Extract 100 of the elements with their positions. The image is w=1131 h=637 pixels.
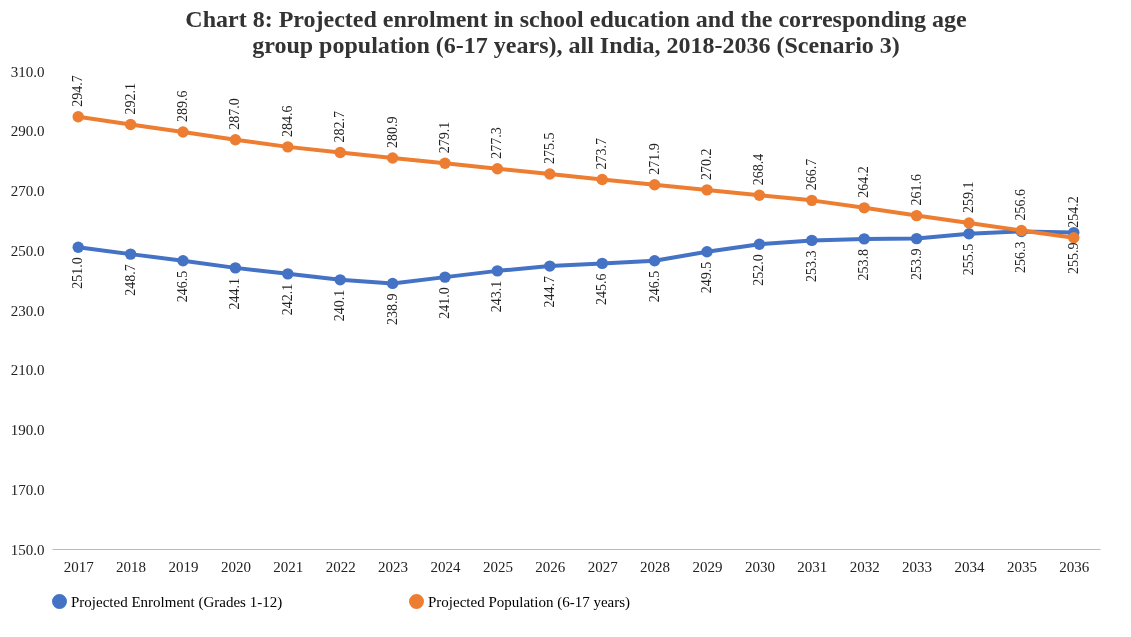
data-label: 294.7 xyxy=(70,75,86,107)
data-label: 256.6 xyxy=(1013,189,1029,221)
data-label: 284.6 xyxy=(279,105,295,137)
x-tick-label: 2028 xyxy=(640,558,671,575)
data-label: 264.2 xyxy=(856,166,872,198)
point xyxy=(858,202,870,214)
data-label: 292.1 xyxy=(122,82,138,115)
x-tick-label: 2026 xyxy=(535,558,566,575)
point xyxy=(124,118,137,131)
point xyxy=(386,152,399,164)
point xyxy=(334,146,346,159)
data-label: 261.6 xyxy=(908,174,924,206)
x-tick-label: 2031 xyxy=(797,558,828,575)
point xyxy=(282,141,294,153)
point xyxy=(806,234,818,247)
data-label: 279.1 xyxy=(437,121,452,154)
data-label: 241.0 xyxy=(437,287,452,319)
x-tick-label: 2030 xyxy=(744,558,775,575)
legend-label: Projected Population (6-17 years) xyxy=(428,593,631,611)
x-tick-label: 2023 xyxy=(378,558,409,575)
data-label: 255.9 xyxy=(1065,242,1081,275)
data-label: 277.3 xyxy=(489,127,505,159)
x-tick-label: 2034 xyxy=(954,558,985,575)
data-label: 246.5 xyxy=(175,270,190,303)
point xyxy=(701,246,713,258)
point xyxy=(701,184,713,196)
data-label: 253.8 xyxy=(856,248,872,281)
point xyxy=(124,248,137,260)
y-tick-label: 230.0 xyxy=(10,302,45,319)
point xyxy=(439,271,451,283)
y-tick-label: 210.0 xyxy=(10,362,45,379)
y-tick-label: 190.0 xyxy=(10,422,45,438)
data-label: 287.0 xyxy=(227,98,243,130)
data-label: 254.2 xyxy=(1065,196,1081,228)
y-tick-label: 310.0 xyxy=(10,63,45,80)
data-label: 259.1 xyxy=(961,181,976,214)
x-tick-label: 2022 xyxy=(325,558,356,575)
data-label: 249.5 xyxy=(699,261,714,294)
point xyxy=(596,173,608,186)
x-tick-label: 2029 xyxy=(692,558,723,575)
x-tick-label: 2027 xyxy=(587,558,619,575)
x-tick-label: 2025 xyxy=(482,558,513,575)
point xyxy=(177,255,189,267)
point xyxy=(491,265,504,277)
x-tick-label: 2018 xyxy=(116,558,147,575)
x-tick-label: 2024 xyxy=(430,558,461,575)
data-label: 256.3 xyxy=(1013,241,1029,273)
data-label: 242.1 xyxy=(279,283,295,316)
point xyxy=(648,255,661,267)
point xyxy=(334,274,346,286)
point xyxy=(544,168,556,180)
point xyxy=(229,262,242,274)
point xyxy=(229,134,242,146)
point xyxy=(753,189,766,201)
data-label: 275.5 xyxy=(541,132,557,165)
data-label: 240.1 xyxy=(332,289,348,322)
point xyxy=(858,233,870,245)
y-tick-label: 270.0 xyxy=(10,183,45,199)
data-label: 270.2 xyxy=(699,148,714,180)
data-label: 282.7 xyxy=(332,111,348,143)
data-label: 266.7 xyxy=(803,158,819,191)
legend-label: Projected Enrolment (Grades 1-12) xyxy=(71,593,283,611)
data-label: 271.9 xyxy=(646,143,662,175)
point xyxy=(544,260,556,272)
point xyxy=(72,111,84,123)
data-label: 244.7 xyxy=(541,276,557,308)
point xyxy=(386,277,399,290)
data-label: 244.1 xyxy=(227,277,243,310)
x-tick-label: 2032 xyxy=(849,558,880,575)
point xyxy=(491,163,504,175)
x-tick-label: 2020 xyxy=(220,558,251,575)
point xyxy=(1068,232,1080,244)
point xyxy=(596,257,608,270)
point xyxy=(806,194,818,207)
x-tick-label: 2033 xyxy=(902,558,933,575)
data-label: 238.9 xyxy=(384,293,400,325)
y-tick-label: 250.0 xyxy=(10,242,45,259)
point xyxy=(177,126,189,138)
x-tick-label: 2017 xyxy=(63,558,95,575)
y-tick-label: 170.0 xyxy=(10,481,45,498)
data-label: 246.5 xyxy=(646,270,662,303)
point xyxy=(72,241,84,253)
data-label: 253.3 xyxy=(803,250,819,282)
data-label: 248.7 xyxy=(122,264,138,296)
y-tick-label: 150.0 xyxy=(10,541,45,558)
data-label: 273.7 xyxy=(594,137,610,170)
point xyxy=(282,268,294,280)
data-label: 252.0 xyxy=(751,254,767,286)
x-tick-label: 2035 xyxy=(1006,558,1037,575)
point xyxy=(753,238,766,250)
point xyxy=(648,179,661,191)
data-label: 280.9 xyxy=(384,116,400,148)
data-label: 245.6 xyxy=(594,273,610,305)
y-tick-label: 290.0 xyxy=(10,123,45,140)
point xyxy=(439,157,451,169)
data-label: 251.0 xyxy=(70,257,86,289)
point xyxy=(963,228,975,240)
chart-title: Chart 8: Projected enrolment in school education and the corresponding age group population (6-17 years), all India, 2018-2036 (Scenario 3) xyxy=(185,6,967,58)
point xyxy=(963,217,975,229)
data-label: 255.5 xyxy=(961,243,976,276)
